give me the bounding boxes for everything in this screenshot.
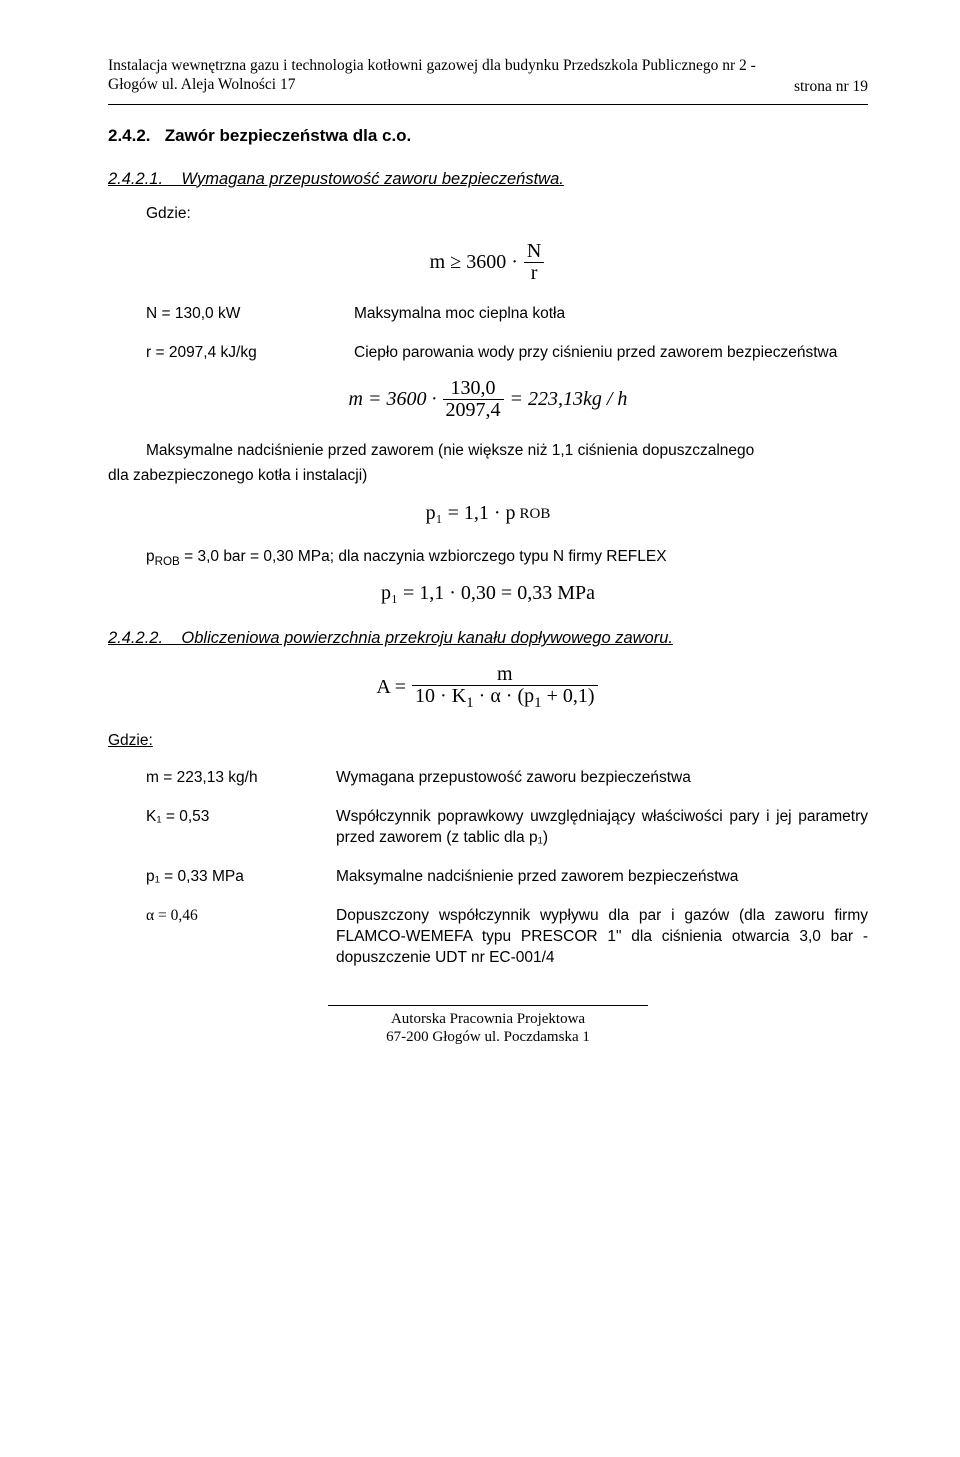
def-alpha-rhs: Dopuszczony współczynnik wypływu dla par… [336,906,868,969]
footer-divider [328,1005,647,1006]
eq-lhs: A = [376,674,406,701]
footer-line-2: 67-200 Głogów ul. Poczdamska 1 [386,1029,590,1045]
def-m-rhs: Wymagana przepustowość zaworu bezpieczeń… [336,768,868,789]
where-label: Gdzie: [146,204,868,225]
header-line-1: Instalacja wewnętrzna gazu i technologia… [108,56,868,75]
heading-title: Wymagana przepustowość zaworu bezpieczeń… [181,170,563,188]
equation-p1-prob: p₁ = 1,1 · pROB [108,500,868,527]
heading-title: Obliczeniowa powierzchnia przekroju kana… [181,629,673,647]
heading-num: 2.4.2.1. [108,170,163,188]
frac-den: 2097,4 [443,400,504,421]
def-m-lhs: m = 223,13 kg/h [146,768,306,789]
definitions-1: N = 130,0 kW Maksymalna moc cieplna kotł… [146,304,868,364]
def-r-lhs: r = 2097,4 kJ/kg [146,343,326,364]
heading-2-4-2-1: 2.4.2.1. Wymagana przepustowość zaworu b… [108,168,868,190]
footer-line-1: Autorska Pracownia Projektowa [391,1011,585,1027]
heading-title: Zawór bezpieczeństwa dla c.o. [165,126,412,145]
def-K1-lhs: K₁ = 0,53 [146,807,306,828]
equation-A: A = m 10 · K1 · α · (p1 + 0,1) [108,664,868,712]
frac-den: 10 · K1 · α · (p1 + 0,1) [412,686,598,712]
frac-num: N [524,241,544,262]
prob-text: = 3,0 bar = 0,30 MPa; dla naczynia wzbio… [180,548,667,565]
def-alpha-lhs: α = 0,46 [146,906,306,927]
equation-p1-value: p₁ = 1,1 · 0,30 = 0,33 MPa [108,580,868,607]
heading-num: 2.4.2. [108,126,151,145]
eq-sub: ROB [520,504,551,524]
def-p1-rhs: Maksymalne nadciśnienie przed zaworem be… [336,867,868,888]
prob-sub: ROB [155,556,180,569]
def-N-rhs: Maksymalna moc cieplna kotła [354,304,868,325]
def-r-rhs: Ciepło parowania wody przy ciśnieniu prz… [354,343,868,364]
prob-p: p [146,548,155,565]
fraction-130-2097: 130,0 2097,4 [443,378,504,421]
eq-lhs: m = 3600 · [349,386,437,413]
doc-footer: Autorska Pracownia Projektowa 67-200 Gło… [108,1010,868,1048]
def-K1-rhs: Współczynnik poprawkowy uwzględniający w… [336,807,868,849]
def-p1-lhs: p₁ = 0,33 MPa [146,867,306,888]
paragraph-prob: pROB = 3,0 bar = 0,30 MPa; dla naczynia … [146,547,868,570]
page: Instalacja wewnętrzna gazu i technologia… [0,0,960,1457]
eq-text: p₁ = 1,1 · p [426,500,516,527]
eq-lhs: m ≥ 3600 · [430,249,518,276]
eq-text: p₁ = 1,1 · 0,30 = 0,33 MPa [381,580,595,607]
heading-num: 2.4.2.2. [108,629,163,647]
where-label-2: Gdzie: [108,731,868,752]
fraction-Nr: N r [524,241,544,284]
equation-m-eq: m = 3600 · 130,0 2097,4 = 223,13kg / h [108,378,868,421]
frac-num: 130,0 [448,378,499,399]
heading-2-4-2-2: 2.4.2.2. Obliczeniowa powierzchnia przek… [108,627,868,649]
header-divider [108,104,868,105]
heading-2-4-2: 2.4.2. Zawór bezpieczeństwa dla c.o. [108,125,868,148]
frac-den: r [528,263,541,284]
def-N-lhs: N = 130,0 kW [146,304,326,325]
fraction-A: m 10 · K1 · α · (p1 + 0,1) [412,664,598,712]
paragraph-max-overpressure-2: dla zabezpieczonego kotła i instalacji) [108,466,830,487]
paragraph-max-overpressure-1: Maksymalne nadciśnienie przed zaworem (n… [108,441,830,462]
equation-m-geq: m ≥ 3600 · N r [108,241,868,284]
frac-num: m [494,664,516,685]
eq-rhs: = 223,13kg / h [510,386,628,413]
definitions-2: m = 223,13 kg/h Wymagana przepustowość z… [146,768,868,968]
